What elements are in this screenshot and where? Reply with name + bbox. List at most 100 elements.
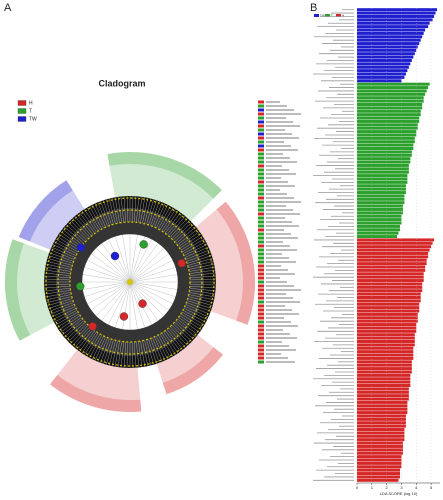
branch [134, 341, 137, 368]
taxa-swatch [258, 192, 264, 196]
taxa-swatch [258, 112, 264, 116]
clade-highlight-rim [4, 239, 31, 341]
taxon-node [119, 312, 129, 321]
legend-label: T [331, 13, 333, 17]
bar [357, 197, 405, 201]
x-tick-label: 4 [415, 485, 418, 490]
taxa-list [258, 100, 301, 364]
branch [140, 341, 146, 367]
bar [357, 353, 414, 357]
bar [357, 329, 417, 333]
branch [129, 281, 165, 317]
taxa-swatch [258, 144, 264, 148]
branch [173, 323, 192, 342]
branch [123, 341, 126, 368]
taxa-swatch [258, 120, 264, 124]
branch [165, 330, 181, 352]
taxa-swatch [258, 148, 264, 152]
branch [136, 341, 140, 368]
branch [123, 196, 126, 223]
taxa-swatch [258, 328, 264, 332]
branch [177, 318, 198, 336]
taxa-swatch [258, 288, 264, 292]
level-ring [45, 197, 215, 367]
clade-highlight-rim [107, 152, 222, 199]
taxon-node [110, 251, 120, 261]
branch [170, 326, 188, 347]
taxa-swatch [258, 236, 264, 240]
bar [357, 292, 421, 296]
bar [357, 373, 411, 377]
taxa-swatch [258, 172, 264, 176]
taxa-swatch [258, 116, 264, 120]
bar [357, 143, 414, 147]
taxa-swatch [258, 124, 264, 128]
x-axis-label: LDA SCORE (log 10) [380, 491, 418, 496]
taxa-swatch [258, 348, 264, 352]
branch [87, 281, 131, 304]
bar [357, 455, 402, 459]
level-ring [57, 209, 203, 355]
branch [146, 199, 154, 225]
bar [357, 390, 409, 394]
branch [129, 239, 152, 283]
taxa-swatch [258, 332, 264, 336]
taxa-swatch [258, 188, 264, 192]
bar [357, 370, 412, 374]
branch [152, 202, 163, 227]
taxa-swatch [258, 284, 264, 288]
level-ring [69, 221, 191, 343]
branch [129, 243, 159, 283]
taxa-swatch [258, 200, 264, 204]
branch [72, 217, 90, 238]
branch [129, 281, 138, 330]
taxa-swatch [258, 344, 264, 348]
branch [117, 341, 122, 368]
branch [177, 228, 198, 246]
branch [189, 283, 216, 286]
bar [357, 58, 412, 62]
branch [188, 261, 214, 268]
branch [44, 272, 71, 276]
branch [52, 308, 77, 320]
bar [357, 96, 424, 100]
clade-highlight-rim [162, 347, 223, 395]
bar [357, 92, 426, 96]
branch [111, 340, 118, 367]
taxa-swatch [258, 292, 264, 296]
branch [79, 330, 95, 352]
root-node [127, 279, 133, 285]
taxa-swatch [258, 268, 264, 272]
branch [129, 234, 138, 283]
branch [91, 253, 131, 283]
branch [129, 281, 169, 311]
bar [357, 461, 402, 465]
x-tick-label: 2 [386, 485, 389, 490]
legend-swatch [17, 108, 27, 114]
bar [357, 170, 409, 174]
branch [161, 208, 176, 232]
branch [52, 244, 77, 256]
taxa-swatch [258, 216, 264, 220]
bar [357, 214, 402, 218]
bar [357, 384, 411, 387]
bar [357, 343, 415, 347]
taxa-swatch [258, 244, 264, 248]
branch [45, 263, 72, 270]
bar [357, 265, 426, 269]
bar [357, 312, 418, 316]
branch [181, 311, 205, 326]
cladogram-title: Cladogram [98, 78, 145, 88]
branch [109, 340, 116, 366]
bar [357, 407, 408, 411]
bar [357, 103, 423, 106]
branch [142, 197, 149, 224]
branch [138, 196, 143, 223]
taxa-swatch [258, 180, 264, 184]
branch [89, 205, 102, 230]
branch [152, 337, 163, 362]
branch [187, 300, 212, 309]
bar [357, 458, 402, 462]
branch [55, 238, 79, 253]
bar [357, 99, 424, 103]
